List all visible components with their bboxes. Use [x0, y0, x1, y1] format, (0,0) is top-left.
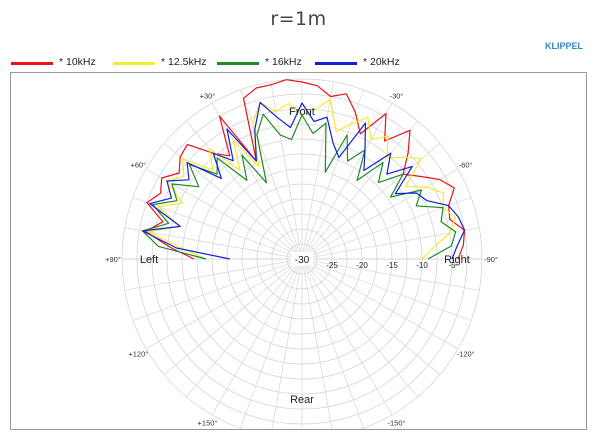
grid-spoke: [124, 258, 303, 291]
grid-spoke: [301, 258, 441, 376]
legend-label-20khz: * 20kHz: [363, 56, 400, 68]
angle-tick-label: -30°: [390, 91, 404, 100]
grid-spoke: [301, 102, 393, 260]
legend-swatch-10khz: [11, 62, 53, 65]
grid-spoke: [301, 258, 364, 429]
grid-spoke: [301, 142, 441, 260]
radial-tick-label: -20: [356, 261, 368, 270]
grid-spoke: [301, 258, 459, 350]
chart-title: r=1m: [270, 8, 327, 30]
legend-swatch-20khz: [315, 62, 357, 65]
legend-label-10khz: * 10kHz: [59, 56, 96, 68]
grid-spoke: [185, 120, 303, 260]
grid-spoke: [240, 258, 303, 429]
grid-spoke: [240, 89, 303, 260]
series-line-0: [144, 79, 466, 260]
direction-label-rear: Rear: [290, 394, 314, 406]
polar-plot-frame: -30 -25 -20 -15 -10 -5 0° -30° -60° -90° -120° -150…: [10, 72, 587, 430]
grid-spoke: [301, 89, 364, 260]
angle-tick-label: -150°: [387, 419, 405, 428]
radial-tick-label: -5: [448, 261, 456, 270]
grid-spoke: [132, 197, 303, 260]
radial-tick-label: -10: [416, 261, 428, 270]
angle-tick-label: +150°: [198, 419, 218, 428]
angle-tick-label: 0°: [298, 73, 305, 75]
angle-tick-label: +30°: [200, 91, 216, 100]
legend-label-12-5khz: * 12.5kHz: [161, 56, 207, 68]
radial-tick-label: -15: [386, 261, 398, 270]
grid-spoke: [132, 258, 303, 321]
grid-spoke: [301, 168, 459, 260]
angle-tick-label: -60°: [459, 161, 473, 170]
angle-tick-label: +120°: [128, 350, 148, 359]
radial-tick-label: -30: [295, 255, 310, 266]
angle-tick-label: -90°: [484, 255, 498, 264]
direction-label-right: Right: [444, 254, 470, 266]
grid-spoke: [301, 258, 419, 398]
grid-spoke: [301, 120, 419, 260]
angle-tick-label: -120°: [457, 350, 475, 359]
angle-tick-label: +90°: [105, 255, 121, 264]
grid-spoke: [301, 258, 333, 429]
grid-spoke: [271, 258, 303, 429]
series-line-3: [141, 101, 466, 260]
center-label-bg: [291, 252, 313, 266]
direction-label-left: Left: [140, 254, 158, 266]
direction-label-front: Front: [289, 106, 315, 118]
brand-logo: KLIPPEL: [544, 41, 583, 51]
legend-swatch-12-5khz: [113, 62, 155, 65]
grid-spoke: [301, 81, 334, 260]
grid-spoke: [163, 258, 303, 376]
grid-spoke: [124, 227, 303, 260]
grid-spoke: [211, 258, 303, 416]
polar-plot: -30 -25 -20 -15 -10 -5 0° -30° -60° -90° -120° -150…: [105, 73, 498, 429]
legend-label-16khz: * 16kHz: [265, 56, 302, 68]
grid-spoke: [185, 258, 303, 398]
grid-spoke: [301, 258, 480, 291]
legend-swatch-16khz: [217, 62, 259, 65]
angle-tick-label: +60°: [130, 161, 146, 170]
grid-spoke: [301, 258, 393, 416]
grid-spoke: [301, 258, 472, 321]
grid-spoke: [145, 258, 303, 350]
radial-tick-label: -25: [326, 261, 338, 270]
series-line-2: [141, 113, 457, 260]
